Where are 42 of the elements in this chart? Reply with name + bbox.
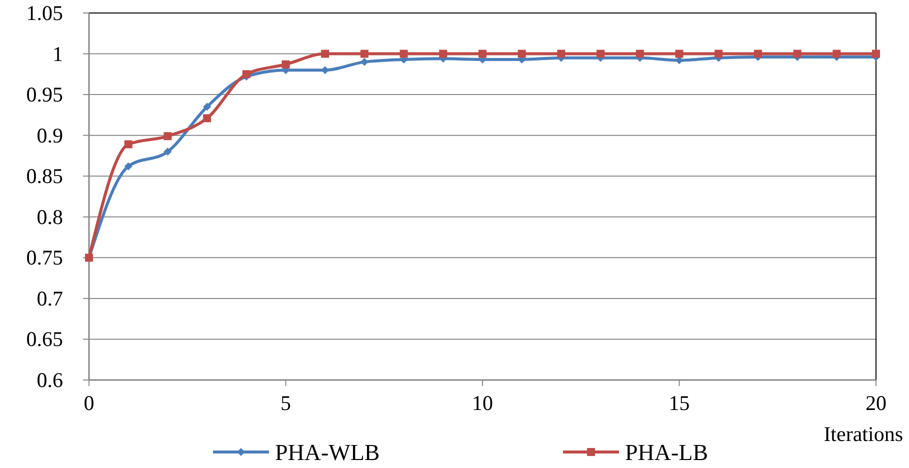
point [360,50,368,58]
x-axis-title: Iterations [824,422,903,446]
legend-label: PHA-WLB [275,440,380,465]
point [596,50,605,58]
y-tick-label: 0.75 [26,246,63,270]
y-tick-label: 1 [52,42,63,66]
point [321,50,330,58]
point [478,50,486,58]
y-tick-label: 0.8 [36,204,63,229]
y-tick-label: 0.6 [36,368,63,392]
x-tick-label: 20 [866,391,886,415]
y-tick-label: 0.95 [26,82,63,107]
point [400,50,408,58]
x-tick-label: 0 [84,391,94,415]
legend-label: PHA-LB [625,440,708,465]
point [203,102,212,111]
y-tick-label: 0.65 [26,327,63,352]
point [872,50,880,58]
point [242,70,250,78]
y-tick-label: 0.7 [36,286,63,310]
point [754,50,762,58]
point [439,50,448,58]
point [832,50,841,58]
point [164,132,172,140]
point [282,60,290,68]
point [714,50,723,58]
point [557,50,566,58]
point [124,162,132,170]
y-tick-label: 0.9 [36,123,63,148]
point [636,50,644,58]
y-tick-label: 0.85 [26,164,63,188]
point [164,148,172,156]
point [360,58,368,66]
x-tick-label: 15 [668,391,690,415]
point [675,50,684,58]
y-tick-label: 1.05 [26,1,63,25]
x-tick-label: 10 [472,391,493,415]
point [793,50,802,58]
point [203,114,212,122]
point [124,140,132,148]
point [518,50,526,58]
x-tick-label: 5 [280,391,291,415]
